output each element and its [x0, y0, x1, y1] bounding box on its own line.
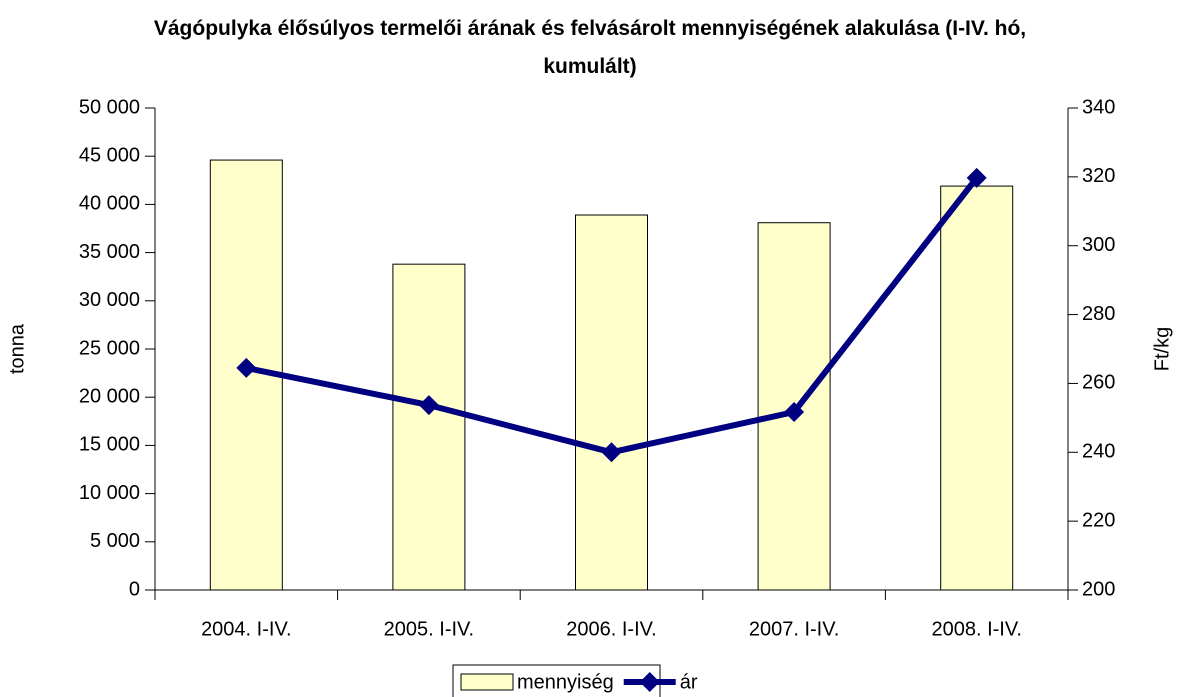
- legend-marker: [639, 672, 660, 692]
- x-tick-label: 2007. I-IV.: [749, 618, 839, 640]
- y-tick-label: 45 000: [79, 144, 140, 166]
- x-tick-label: 2008. I-IV.: [931, 618, 1021, 640]
- bar: [392, 263, 466, 591]
- marker: [784, 402, 805, 423]
- y-tick-label: 10 000: [79, 482, 140, 504]
- x-tick-label: 2004. I-IV.: [201, 618, 291, 640]
- marker: [418, 395, 439, 416]
- y2-tick-label: 260: [1082, 372, 1115, 394]
- y2-tick-label: 220: [1082, 509, 1115, 531]
- y-tick-label: 20 000: [79, 385, 140, 407]
- marker: [601, 442, 622, 463]
- y2-tick-label: 240: [1082, 441, 1115, 463]
- y-tick-label: 50 000: [79, 96, 140, 118]
- bar: [575, 214, 648, 591]
- marker: [236, 357, 257, 378]
- y-axis-label: tonna: [6, 323, 28, 374]
- bar: [940, 185, 1014, 591]
- y-tick-label: 5 000: [90, 530, 140, 552]
- marker: [966, 167, 987, 188]
- legend-label: mennyiség: [517, 671, 614, 693]
- y-tick-label: 30 000: [79, 289, 140, 311]
- x-tick-label: 2006. I-IV.: [566, 618, 656, 640]
- y-tick-label: 35 000: [79, 241, 140, 263]
- y2-tick-label: 320: [1082, 165, 1115, 187]
- legend-label: ár: [680, 671, 698, 693]
- chart-title: Vágópulyka élősúlyos termelői árának és …: [153, 17, 1027, 78]
- x-tick-label: 2005. I-IV.: [384, 618, 474, 640]
- y2-tick-label: 340: [1082, 96, 1115, 118]
- y2-tick-label: 280: [1082, 303, 1115, 325]
- y-tick-label: 40 000: [79, 193, 140, 215]
- y-tick-label: 25 000: [79, 337, 140, 359]
- y-tick-label: 0: [129, 578, 140, 600]
- y2-tick-label: 300: [1082, 234, 1115, 256]
- y2-tick-label: 200: [1082, 578, 1115, 600]
- legend-swatch: [460, 673, 514, 691]
- y-tick-label: 15 000: [79, 434, 140, 456]
- y2-axis-label: Ft/kg: [1151, 327, 1173, 371]
